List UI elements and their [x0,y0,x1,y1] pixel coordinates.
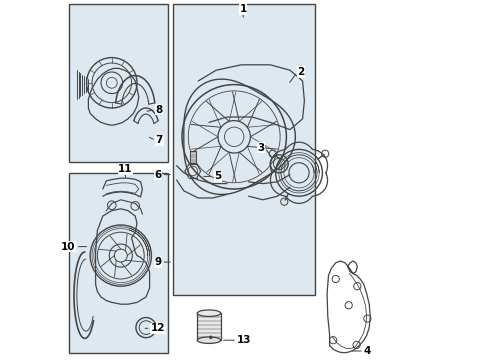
Text: 11: 11 [118,164,133,174]
Text: 8: 8 [156,105,163,115]
Text: 12: 12 [151,323,165,333]
Ellipse shape [197,337,220,343]
Text: 3: 3 [258,143,265,153]
Text: 5: 5 [215,171,221,181]
Bar [69,4,168,162]
Text: 10: 10 [61,242,76,252]
Text: 7: 7 [156,135,163,145]
Text: 1: 1 [240,4,247,14]
Circle shape [209,336,212,339]
Text: 2: 2 [297,67,304,77]
Bar [69,173,168,353]
Text: 4: 4 [364,346,371,356]
Text: 13: 13 [237,335,251,345]
Text: 9: 9 [154,257,162,267]
Ellipse shape [197,310,220,316]
Bar [190,151,196,163]
Bar [173,4,315,295]
Bar [197,313,220,340]
Text: 6: 6 [154,170,162,180]
